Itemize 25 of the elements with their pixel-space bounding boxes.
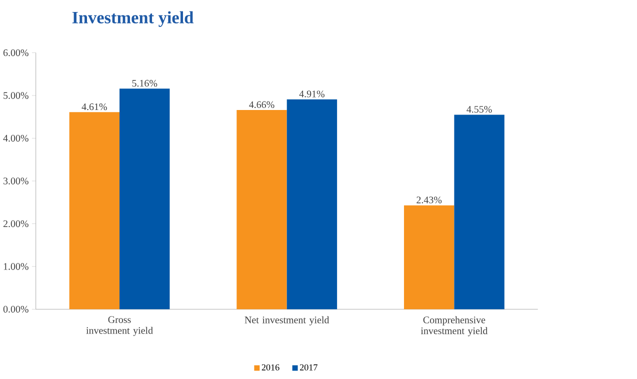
x-tick-label: Comprehensive investment yield xyxy=(420,316,488,336)
y-tick-label: 4.00% xyxy=(3,134,28,142)
y-tick-label: 1.00% xyxy=(4,262,28,270)
data-label: 4.55% xyxy=(466,106,492,113)
y-tick-label: 2.00% xyxy=(3,220,28,227)
chart-title: Investment yield xyxy=(72,11,194,27)
data-label: 4.66% xyxy=(249,101,274,108)
legend-label: 2017 xyxy=(300,364,318,370)
bar xyxy=(69,112,120,310)
y-tick-label: 5.00% xyxy=(4,92,28,99)
bar xyxy=(120,88,170,310)
data-label: 2.43% xyxy=(416,196,442,204)
y-tick-label: 6.00% xyxy=(3,49,28,56)
y-tick-label: 3.00% xyxy=(4,177,28,184)
x-tick-label: Net investment yield xyxy=(244,316,330,326)
data-label: 4.91% xyxy=(299,90,324,98)
legend-label: 2016 xyxy=(262,364,280,370)
bar xyxy=(454,114,504,310)
bar xyxy=(286,99,338,310)
data-label: 5.16% xyxy=(132,80,158,87)
bar xyxy=(236,110,287,310)
y-tick-label: 0.00% xyxy=(3,306,28,312)
data-label: 4.61% xyxy=(82,103,107,110)
x-tick-label: Gross investment yield xyxy=(86,316,153,336)
bar xyxy=(404,205,454,310)
